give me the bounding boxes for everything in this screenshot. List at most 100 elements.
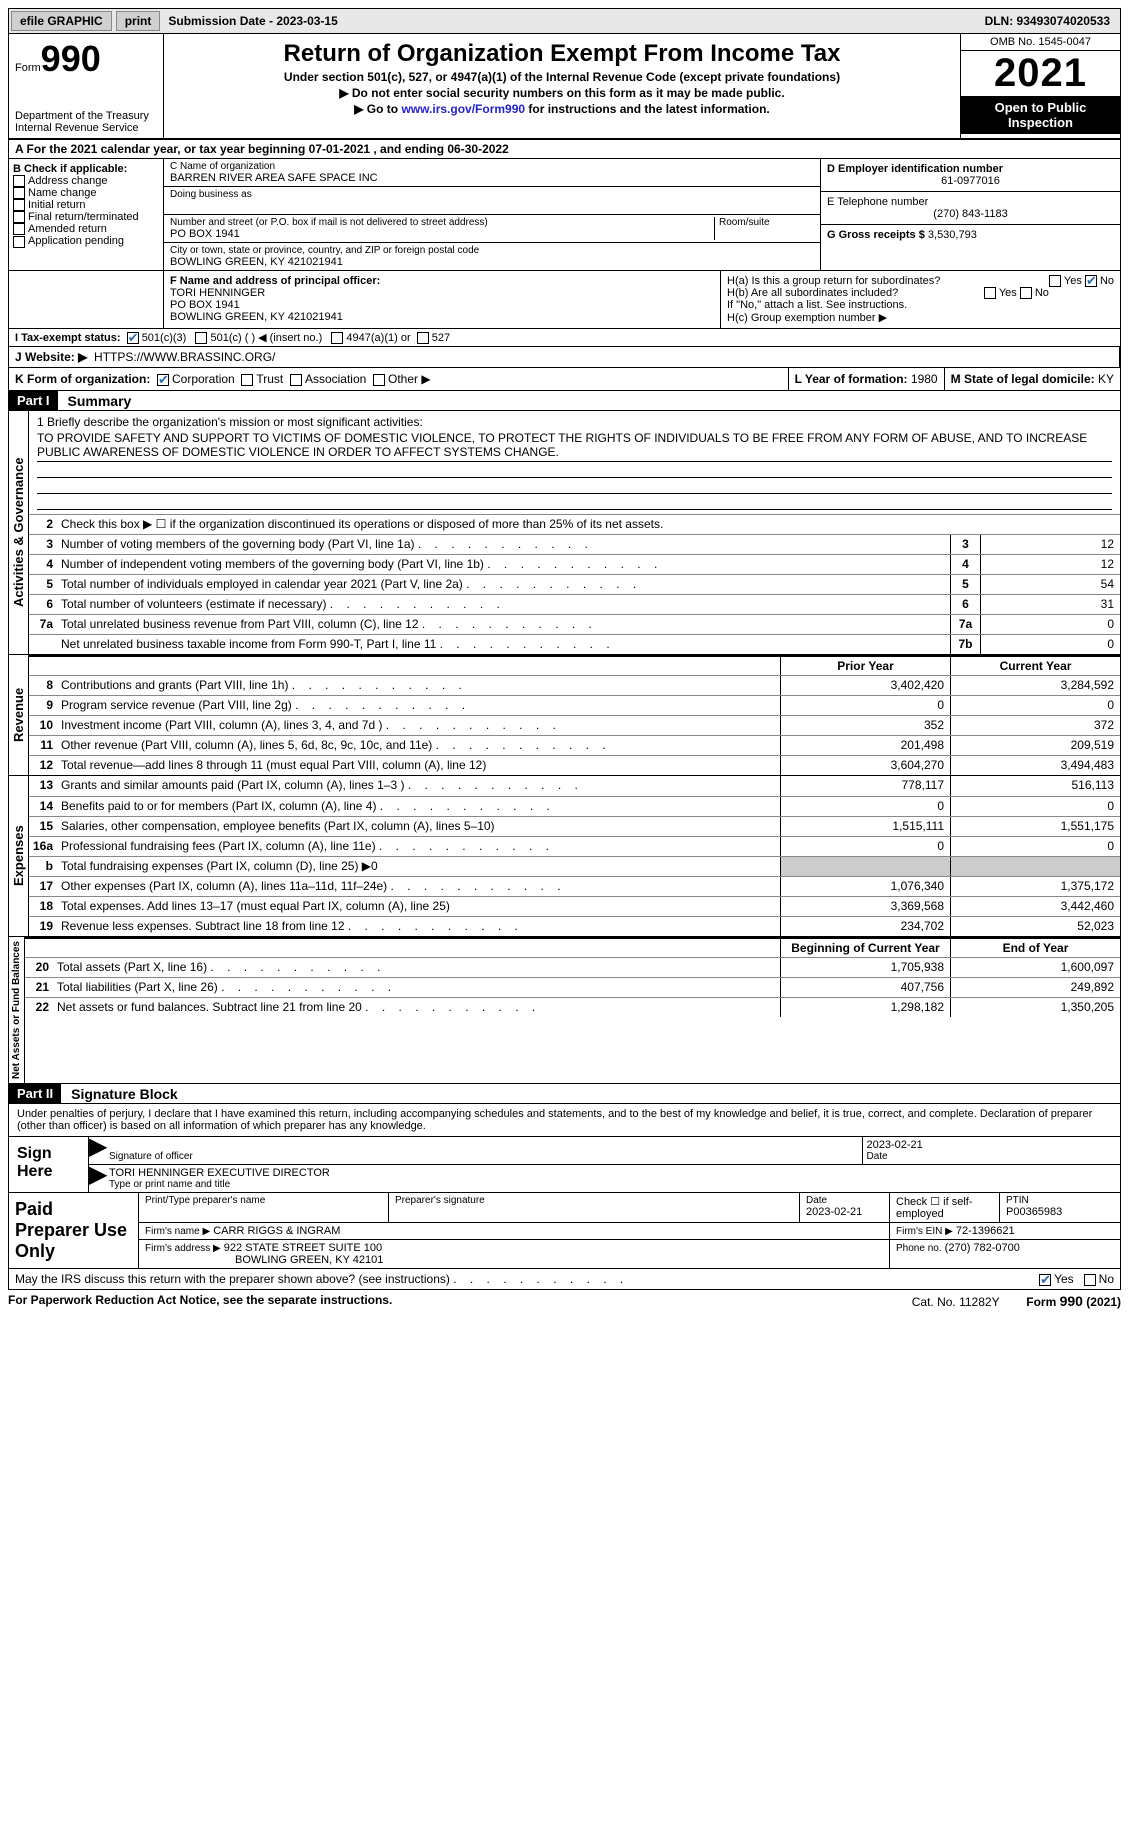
expenses-block: Expenses 13Grants and similar amounts pa… [8,776,1121,937]
street-label: Number and street (or P.O. box if mail i… [170,217,714,228]
arrow-icon: ▶ [89,1137,105,1164]
omb-number: OMB No. 1545-0047 [961,34,1120,51]
revenue-block: Revenue Prior YearCurrent Year 8Contribu… [8,655,1121,776]
gross-value: 3,530,793 [928,229,977,241]
ck-app-pending[interactable]: Application pending [13,235,159,247]
officer-addr2: BOWLING GREEN, KY 421021941 [170,311,714,323]
dept-treasury: Department of the Treasury [15,110,157,122]
v-12: 3,494,483 [950,756,1120,775]
section-b-label: B Check if applicable: [13,163,159,175]
p-17: 1,076,340 [780,877,950,896]
v-11: 209,519 [950,736,1120,755]
phone-label: E Telephone number [827,196,1114,208]
p-22: 1,298,182 [780,998,950,1017]
topbar: efile GRAPHIC print Submission Date - 20… [8,8,1121,34]
part2-header: Part II Signature Block [8,1084,1121,1104]
ck-501c3[interactable] [127,332,139,344]
ck-discuss-yes[interactable] [1039,1274,1051,1286]
form-number: 990 [41,38,101,79]
signature-block: Under penalties of perjury, I declare th… [8,1104,1121,1193]
state-domicile: KY [1098,372,1114,386]
street: PO BOX 1941 [170,228,714,240]
sign-here-label: Sign Here [9,1136,89,1192]
v-22: 1,350,205 [950,998,1120,1017]
val-6: 31 [980,595,1120,614]
ck-amended[interactable]: Amended return [13,223,159,235]
vert-net: Net Assets or Fund Balances [9,937,25,1083]
ck-501c[interactable] [195,332,207,344]
line-a-calendar: A For the 2021 calendar year, or tax yea… [8,140,1121,159]
page-footer: For Paperwork Reduction Act Notice, see … [8,1290,1121,1310]
year-formation: 1980 [911,372,938,386]
city-label: City or town, state or province, country… [170,245,814,256]
v-9: 0 [950,696,1120,715]
ck-corp[interactable] [157,374,169,386]
sig-declaration: Under penalties of perjury, I declare th… [9,1104,1120,1136]
ck-assoc[interactable] [290,374,302,386]
p-20: 1,705,938 [780,958,950,977]
ck-name-change[interactable]: Name change [13,187,159,199]
firm-addr2: BOWLING GREEN, KY 42101 [235,1254,383,1266]
v-15: 1,551,175 [950,817,1120,836]
p-21: 407,756 [780,978,950,997]
ck-discuss-no[interactable] [1084,1274,1096,1286]
ein-label: D Employer identification number [827,163,1114,175]
officer-label: F Name and address of principal officer: [170,275,714,287]
vert-ag: Activities & Governance [9,411,29,654]
ck-527[interactable] [417,332,429,344]
submission-date: Submission Date - 2023-03-15 [168,14,337,28]
line-2: Check this box ▶ ☐ if the organization d… [57,515,1120,534]
p-14: 0 [780,797,950,816]
paid-preparer-block: Paid Preparer Use Only Print/Type prepar… [8,1193,1121,1269]
phone-value: (270) 843-1183 [827,208,1114,220]
p-12: 3,604,270 [780,756,950,775]
name-label: C Name of organization [170,161,814,172]
p-11: 201,498 [780,736,950,755]
v-16b [950,857,1120,876]
gross-label: G Gross receipts $ [827,229,925,241]
ck-final-return[interactable]: Final return/terminated [13,211,159,223]
val-7b: 0 [980,635,1120,654]
irs-label: Internal Revenue Service [15,122,157,134]
form-word: Form [15,62,41,74]
irs-link[interactable]: www.irs.gov/Form990 [401,102,525,116]
ck-trust[interactable] [241,374,253,386]
ck-initial-return[interactable]: Initial return [13,199,159,211]
form-header: Form990 Department of the Treasury Inter… [8,34,1121,140]
p-18: 3,369,568 [780,897,950,916]
val-3: 12 [980,535,1120,554]
p-10: 352 [780,716,950,735]
ein-value: 61-0977016 [827,175,1114,187]
sig-date: 2023-02-21 [867,1139,1117,1151]
klm-row: K Form of organization: Corporation Trus… [8,368,1121,391]
hdr-current: Current Year [950,657,1120,675]
ck-other[interactable] [373,374,385,386]
p-16b [780,857,950,876]
v-20: 1,600,097 [950,958,1120,977]
room-label: Room/suite [719,217,814,228]
officer-addr1: PO BOX 1941 [170,299,714,311]
mission-label: 1 Briefly describe the organization's mi… [37,415,1112,429]
open-to-public: Open to Public Inspection [961,96,1120,134]
form-title: Return of Organization Exempt From Incom… [168,40,956,68]
entity-block: B Check if applicable: Address change Na… [8,159,1121,271]
firm-ein: 72-1396621 [956,1225,1015,1237]
ck-address-change[interactable]: Address change [13,175,159,187]
vert-exp: Expenses [9,776,29,936]
h-b-note: If "No," attach a list. See instructions… [727,299,1114,311]
website-row: J Website: ▶ HTTPS://WWW.BRASSINC.ORG/ [8,347,1121,368]
paid-label: Paid Preparer Use Only [9,1193,139,1268]
ck-4947[interactable] [331,332,343,344]
note-ssn: ▶ Do not enter social security numbers o… [168,86,956,100]
v-17: 1,375,172 [950,877,1120,896]
val-4: 12 [980,555,1120,574]
officer-group-block: F Name and address of principal officer:… [8,271,1121,329]
v-19: 52,023 [950,917,1120,936]
v-10: 372 [950,716,1120,735]
p-19: 234,702 [780,917,950,936]
hdr-end: End of Year [950,939,1120,957]
efile-label: efile GRAPHIC [11,11,112,31]
print-button[interactable]: print [116,11,161,31]
dln: DLN: 93493074020533 [985,14,1118,28]
h-a: H(a) Is this a group return for subordin… [727,275,1114,287]
